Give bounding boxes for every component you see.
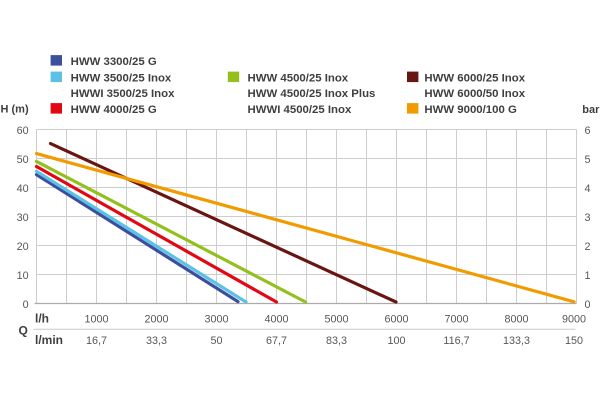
svg-text:116,7: 116,7 [443,335,469,347]
svg-text:HWW 6000/50 Inox: HWW 6000/50 Inox [424,88,525,100]
svg-text:0: 0 [585,299,591,311]
svg-text:30: 30 [17,212,29,224]
svg-text:83,3: 83,3 [326,335,347,347]
svg-text:HWWI 3500/25 Inox: HWWI 3500/25 Inox [71,88,175,100]
svg-text:50: 50 [17,154,29,166]
svg-text:4: 4 [585,183,591,195]
svg-text:100: 100 [387,335,405,347]
svg-text:2000: 2000 [144,314,168,326]
svg-text:150: 150 [565,335,583,347]
svg-text:l/h: l/h [35,312,49,326]
svg-text:9000: 9000 [562,314,586,326]
svg-text:1000: 1000 [84,314,108,326]
svg-text:7000: 7000 [444,314,468,326]
svg-text:1: 1 [585,270,591,282]
svg-text:40: 40 [17,183,29,195]
svg-text:6: 6 [585,125,591,137]
svg-text:HWW 4000/25 G: HWW 4000/25 G [71,104,157,116]
svg-text:20: 20 [17,241,29,253]
svg-text:5: 5 [585,154,591,166]
svg-text:Q: Q [19,323,28,337]
svg-text:133,3: 133,3 [503,335,530,347]
svg-text:4000: 4000 [264,314,288,326]
svg-text:HWW 4500/25 Inox Plus: HWW 4500/25 Inox Plus [248,88,376,100]
svg-text:3: 3 [585,212,591,224]
svg-text:10: 10 [17,270,29,282]
svg-text:HWW 6000/25 Inox: HWW 6000/25 Inox [424,72,525,84]
svg-text:6000: 6000 [384,314,408,326]
svg-text:H (m): H (m) [1,104,29,116]
svg-text:60: 60 [17,125,29,137]
svg-text:33,3: 33,3 [146,335,167,347]
svg-text:3000: 3000 [204,314,228,326]
svg-text:8000: 8000 [504,314,528,326]
svg-text:16,7: 16,7 [86,335,107,347]
svg-text:bar: bar [582,104,600,116]
svg-text:2: 2 [585,241,591,253]
svg-text:HWW 9000/100 G: HWW 9000/100 G [424,104,517,116]
svg-text:5000: 5000 [324,314,348,326]
svg-text:0: 0 [23,299,29,311]
svg-text:HWWI 4500/25 Inox: HWWI 4500/25 Inox [248,104,352,116]
svg-text:HWW 3300/25 G: HWW 3300/25 G [71,56,157,68]
svg-text:l/min: l/min [35,333,63,347]
svg-text:HWW 3500/25 Inox: HWW 3500/25 Inox [71,72,172,84]
svg-text:HWW 4500/25 Inox: HWW 4500/25 Inox [248,72,349,84]
svg-text:50: 50 [210,335,222,347]
svg-text:67,7: 67,7 [266,335,287,347]
